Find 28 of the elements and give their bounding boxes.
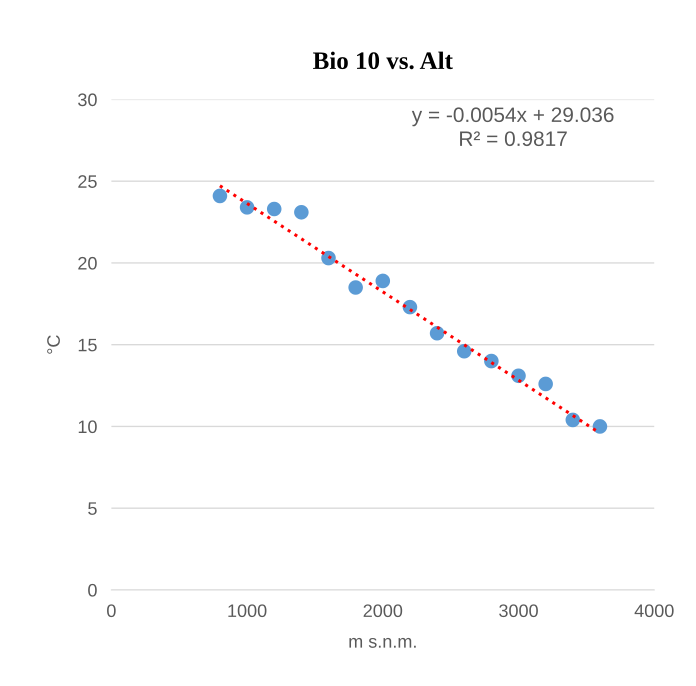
point (566, 412, 580, 428)
point (592, 419, 608, 434)
x-tick-label: 4000 (634, 604, 674, 618)
y-axis-title: °C (47, 335, 60, 354)
point (212, 188, 228, 204)
point (538, 376, 553, 392)
point (456, 344, 472, 359)
y-tick-label: 0 (88, 584, 97, 597)
point (294, 205, 309, 220)
x-tick-label: 3000 (499, 604, 538, 618)
point (240, 200, 254, 215)
point (348, 280, 363, 295)
x-tick-label: 0 (107, 604, 116, 618)
x-tick-label: 1000 (228, 604, 266, 618)
point (430, 326, 444, 341)
x-tick-label: 2000 (364, 604, 402, 618)
y-tick-label: 20 (78, 256, 97, 270)
point (321, 250, 336, 266)
annotation: y = -0.0054x + 29.036 R² = 0.9817 (412, 107, 614, 146)
y-tick-label: 25 (78, 175, 97, 188)
chart-title: Bio 10 vs. Alt (313, 52, 453, 70)
y-tick-label: 10 (78, 420, 97, 434)
y-tick-label: 5 (88, 502, 97, 515)
y-tick-label: 15 (78, 338, 97, 352)
y-tick-label: 30 (78, 93, 97, 106)
point (376, 274, 390, 288)
x-axis-title: m s.n.m. (349, 638, 416, 648)
point (266, 202, 282, 216)
